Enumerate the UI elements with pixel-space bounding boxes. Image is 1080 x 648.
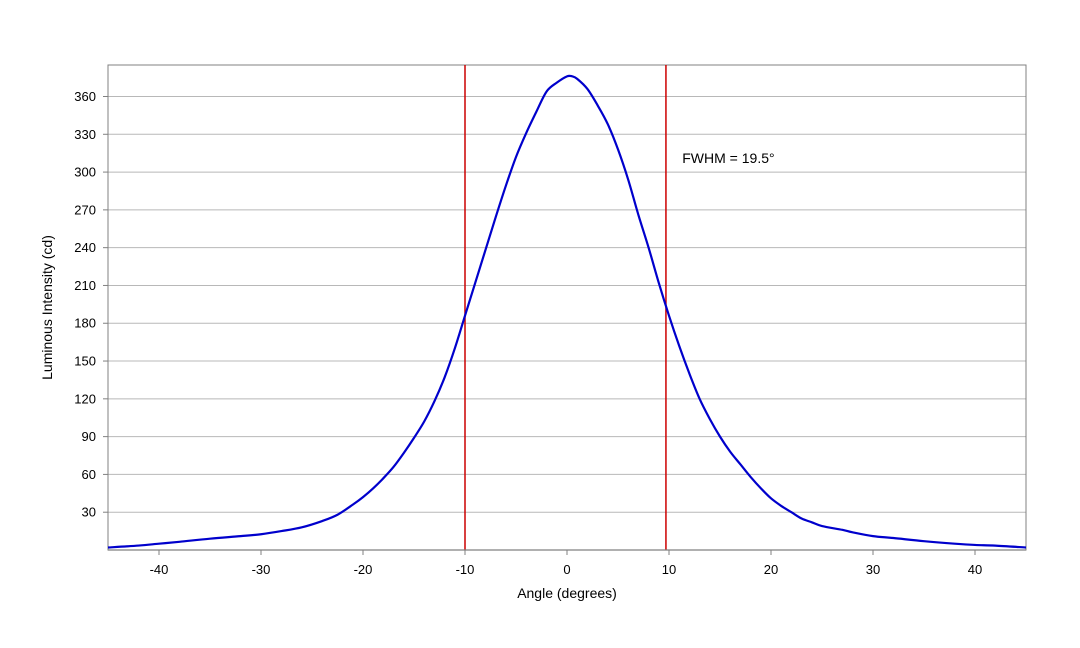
annotations: FWHM = 19.5° — [682, 150, 774, 166]
y-axis-label: Luminous Intensity (cd) — [39, 235, 55, 380]
y-tick-label: 330 — [74, 127, 96, 142]
x-axis-label: Angle (degrees) — [517, 585, 617, 601]
fwhm-annotation: FWHM = 19.5° — [682, 150, 774, 166]
reference-lines — [464, 65, 667, 550]
y-tick-label: 30 — [82, 505, 96, 520]
x-tick-label: 20 — [764, 562, 778, 577]
y-tick-label: 60 — [82, 467, 96, 482]
plot-area — [107, 64, 1027, 551]
y-tick-label: 300 — [74, 165, 96, 180]
y-tick-label: 210 — [74, 278, 96, 293]
x-tick-label: -40 — [150, 562, 169, 577]
x-tick-label: -10 — [456, 562, 475, 577]
y-tick-label: 150 — [74, 354, 96, 369]
x-tick-label: 0 — [563, 562, 570, 577]
x-tick-label: 10 — [662, 562, 676, 577]
x-tick-label: -30 — [252, 562, 271, 577]
x-tick-label: 40 — [968, 562, 982, 577]
grid-lines — [108, 95, 1026, 513]
x-tick-label: 30 — [866, 562, 880, 577]
y-tick-label: 120 — [74, 391, 96, 406]
y-tick-label: 270 — [74, 202, 96, 217]
x-tick-label: -20 — [354, 562, 373, 577]
intensity-curve — [107, 74, 1027, 549]
y-tick-label: 360 — [74, 89, 96, 104]
series-group — [107, 74, 1027, 549]
y-tick-label: 240 — [74, 240, 96, 255]
y-tick-label: 180 — [74, 316, 96, 331]
y-tick-label: 90 — [82, 429, 96, 444]
